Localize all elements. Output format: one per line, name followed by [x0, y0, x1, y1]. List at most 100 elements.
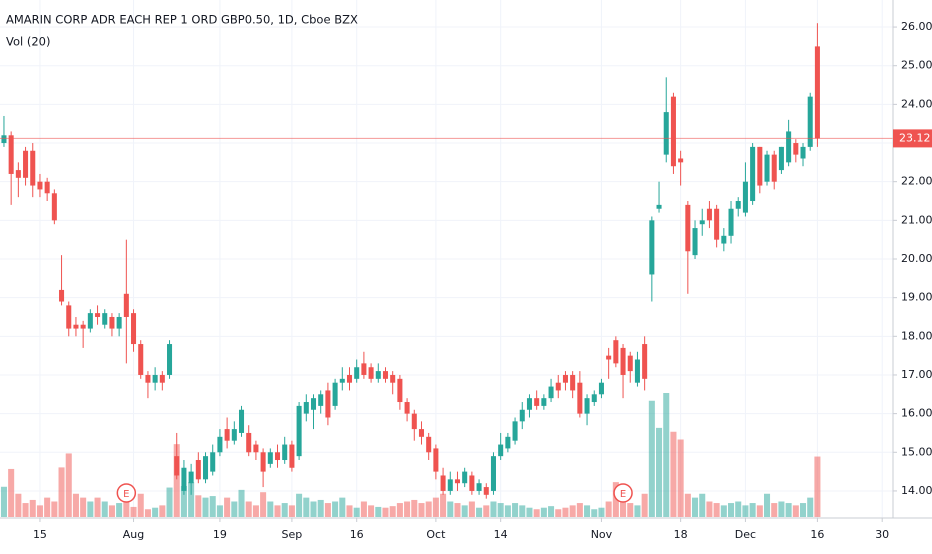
volume-bar [137, 493, 144, 517]
candle-body [260, 452, 266, 472]
volume-bar [58, 467, 65, 517]
candle-body [44, 181, 50, 194]
candle-body [80, 324, 86, 329]
x-tick-label: 30 [875, 528, 889, 541]
candle-body [426, 436, 432, 453]
candle-body [440, 475, 446, 491]
candle-body [30, 150, 36, 186]
volume-bar [598, 507, 605, 517]
volume-bar [699, 493, 706, 517]
candle-body [706, 208, 712, 221]
volume-bar [576, 503, 583, 517]
candle-body [541, 398, 547, 406]
candle-body [534, 398, 540, 406]
candle-body [454, 479, 460, 484]
volume-bar [713, 503, 720, 517]
candle-body [692, 228, 698, 256]
volume-bar [166, 487, 173, 517]
candle-body [217, 436, 223, 453]
candle-body [325, 390, 331, 418]
candle-body [152, 374, 158, 383]
x-tick-label: Oct [426, 528, 446, 541]
candle-body [66, 305, 72, 329]
volume-bar [51, 501, 58, 517]
volume-bar [0, 486, 7, 517]
candle-body [570, 374, 576, 391]
candle-body [332, 382, 338, 406]
y-tick-label: 18.00 [901, 329, 932, 342]
candle-body [577, 382, 583, 414]
volume-bar [656, 427, 663, 517]
x-tick-label: 14 [494, 528, 508, 541]
volume-bar [152, 507, 159, 517]
volume-bar [353, 507, 360, 517]
volume-bar [807, 497, 814, 517]
volume-bar [605, 501, 612, 517]
candle-body [73, 324, 79, 329]
earnings-marker [613, 483, 633, 503]
candle-body [23, 150, 29, 178]
volume-bar [569, 505, 576, 517]
volume-bar [101, 501, 108, 517]
volume-pane [0, 393, 821, 517]
volume-bar [87, 501, 94, 517]
x-tick-label: Dec [735, 528, 756, 541]
volume-bar [735, 501, 742, 517]
candle-body [274, 452, 281, 461]
candle-body [174, 456, 180, 476]
candle-body [735, 201, 741, 209]
candle-body [361, 363, 367, 375]
volume-bar [224, 497, 231, 517]
candle-body [634, 359, 640, 383]
volume-bar [778, 501, 785, 517]
volume-bar [591, 509, 598, 517]
volume-bar [36, 505, 43, 517]
volume-bar [375, 506, 382, 517]
candle-body [714, 208, 720, 240]
volume-bar [584, 505, 591, 517]
candle-body [469, 475, 475, 491]
volume-bar [94, 497, 101, 517]
volume-bar [620, 493, 627, 517]
volume-bar [814, 456, 821, 517]
candle-body [620, 347, 626, 375]
earnings-label: E [620, 489, 626, 500]
candle-body [627, 355, 633, 372]
volume-bar [548, 506, 555, 517]
chart-title: AMARIN CORP ADR EACH REP 1 ORD GBP0.50, … [6, 13, 358, 27]
candle-body [793, 143, 799, 155]
candle-body [519, 409, 525, 422]
candle-body [282, 444, 288, 461]
candle-body [253, 444, 259, 453]
x-tick-label: 16 [810, 528, 824, 541]
volume-bar [44, 497, 51, 517]
volume-bar [303, 497, 310, 517]
y-tick-label: 15.00 [901, 445, 932, 458]
volume-bar [440, 493, 447, 517]
volume-bar [562, 507, 569, 517]
candle-body [750, 146, 756, 202]
x-tick-label: 16 [350, 528, 364, 541]
volume-bar [483, 505, 490, 517]
candle-body [490, 456, 496, 491]
candle-body [512, 421, 518, 441]
volume-bar [368, 505, 375, 517]
y-tick-label: 14.00 [901, 484, 932, 497]
candle-body [339, 378, 345, 383]
volume-bar [382, 507, 389, 517]
volume-bar [310, 501, 317, 517]
volume-bar [432, 497, 439, 517]
volume-bar [317, 499, 324, 517]
volume-bar [72, 493, 79, 517]
volume-bar [555, 509, 562, 517]
candle-body [51, 193, 57, 221]
volume-bar [425, 501, 432, 517]
volume-bar [216, 505, 223, 517]
candle-body [1, 135, 7, 144]
candle-body [102, 313, 108, 325]
volume-bar [29, 499, 36, 517]
candle-body [670, 96, 676, 167]
candle-body [548, 386, 554, 399]
